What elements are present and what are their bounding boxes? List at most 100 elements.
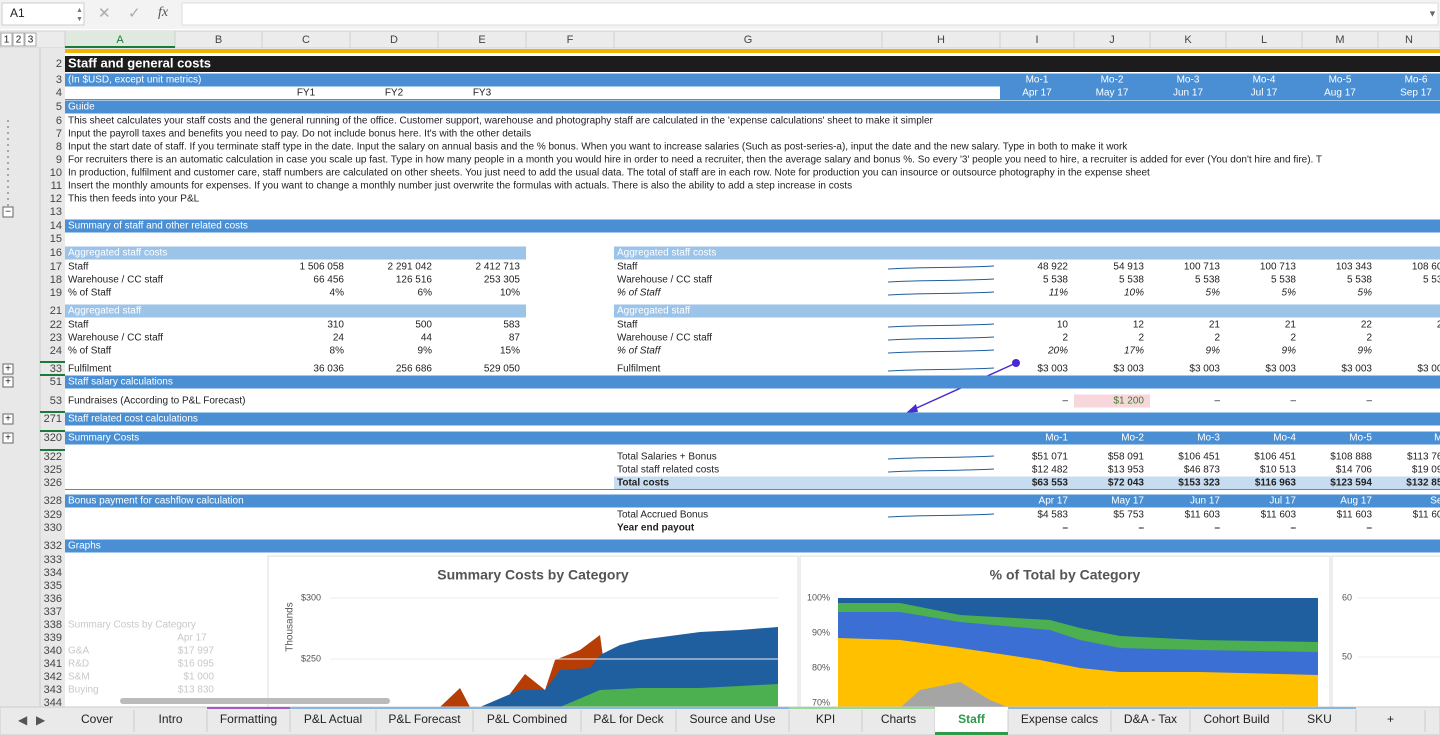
cell: % of Staff: [68, 288, 111, 299]
spin-down: ▼: [76, 16, 83, 23]
row-number: 322: [44, 451, 62, 463]
prev-sheet[interactable]: ◀: [18, 713, 28, 727]
column-header: B: [215, 34, 222, 46]
fx-label[interactable]: fx: [158, 5, 169, 20]
cell: –: [1366, 523, 1372, 534]
axis-tick-label: 80%: [812, 662, 830, 672]
row-number: 18: [50, 274, 62, 286]
cell: $108 888: [1330, 452, 1372, 463]
cell: $113 763: [1407, 452, 1440, 463]
sheet-grid: 2 Staff and general costs 3 (In $USD, excep…: [40, 55, 1440, 709]
collapse-sign: −: [5, 207, 11, 218]
row-number: 51: [50, 376, 62, 388]
ghost-header: Apr 17: [177, 633, 207, 644]
cell: $11 603: [1185, 510, 1221, 521]
expand-button[interactable]: [2, 432, 14, 444]
row-number: 16: [50, 247, 62, 259]
title-band: [65, 56, 1440, 72]
expand-button[interactable]: [2, 413, 14, 425]
cell: $3 003: [1265, 364, 1296, 375]
cell: Mo: [1434, 433, 1440, 444]
sheet-tab-label: Formatting: [220, 712, 277, 726]
outline-level-button[interactable]: [12, 32, 25, 47]
cell: 87: [509, 333, 521, 344]
row-number: 336: [44, 593, 62, 605]
cell: 2 291 042: [388, 262, 433, 273]
sparkline: [887, 278, 995, 283]
cell: Aug 17: [1340, 496, 1372, 507]
row-number: 10: [50, 167, 62, 179]
expand-button[interactable]: [2, 376, 14, 388]
cell: –: [1062, 523, 1068, 534]
sub-band: [614, 304, 1440, 318]
cell: 10: [1057, 320, 1069, 331]
cell: 500: [415, 320, 432, 331]
next-sheet[interactable]: ▶: [36, 713, 46, 727]
collapse-button[interactable]: [2, 206, 14, 218]
cell: Mo-1: [1045, 433, 1068, 444]
cell: –: [1214, 396, 1220, 407]
expand-buttons: + + + +: [2, 363, 14, 444]
cell: Warehouse / CC staff: [617, 275, 712, 286]
section-band: [65, 539, 1440, 553]
expand-button[interactable]: [2, 363, 14, 375]
cell: Total costs: [617, 478, 669, 489]
ghost-value: $16 095: [178, 659, 215, 670]
cell: 2: [1290, 333, 1296, 344]
selected-column-header: [65, 31, 175, 48]
sheet-tab-label: KPI: [816, 712, 835, 726]
cell: $116 963: [1255, 478, 1297, 489]
ghost-label: R&D: [68, 659, 89, 670]
ghost-value: $1 000: [183, 672, 214, 683]
cell: –: [1290, 523, 1296, 534]
cell: Staff related cost calculations: [68, 414, 198, 425]
cell: $3 003: [1037, 364, 1068, 375]
axis-tick-label: 60: [1342, 592, 1352, 602]
cell: $3 003: [1341, 364, 1372, 375]
formula-input[interactable]: [181, 2, 1439, 26]
expand-sign: +: [5, 377, 11, 388]
tab-color: [290, 707, 676, 709]
top-accent: [65, 49, 1440, 53]
cell: 5%: [1358, 288, 1373, 299]
horizontal-scrollbar[interactable]: [120, 698, 390, 704]
cell: 24: [1437, 320, 1440, 331]
cell: Bonus payment for cashflow calculation: [68, 496, 244, 507]
outline-level-button[interactable]: [0, 32, 13, 47]
cell: 5 538: [1423, 275, 1440, 286]
cell: % of Staff: [68, 346, 111, 357]
confirm-icon[interactable]: ✓: [128, 5, 141, 22]
expand-icon[interactable]: ▼: [1428, 8, 1437, 18]
total-band: [614, 476, 1440, 490]
outline-level-button[interactable]: [24, 32, 37, 47]
cancel-icon[interactable]: ✕: [98, 5, 111, 22]
tab-color: [207, 707, 290, 709]
row-number: 8: [56, 141, 62, 153]
cell: $3 003: [1189, 364, 1220, 375]
row-number: 13: [50, 206, 62, 218]
active-tab[interactable]: [935, 707, 1008, 735]
column-header: E: [478, 34, 485, 46]
cell: $3 003: [1113, 364, 1144, 375]
cell: $123 594: [1330, 478, 1372, 489]
cell: Mo-5: [1329, 75, 1352, 86]
row-number: 330: [44, 522, 62, 534]
cell: –: [1366, 396, 1372, 407]
cell: Graphs: [68, 541, 101, 552]
cell: Warehouse / CC staff: [68, 333, 163, 344]
sub-band: [65, 304, 526, 318]
cell: 66 456: [313, 275, 344, 286]
sparkline: [887, 455, 995, 460]
cell: $12 482: [1032, 465, 1069, 476]
tab-color: [789, 707, 935, 709]
sub-band: [614, 246, 1440, 260]
sparkline: [887, 265, 995, 270]
cell: Mo-3: [1177, 75, 1200, 86]
row-number: 341: [44, 658, 62, 670]
sparkline: [887, 336, 995, 341]
name-box[interactable]: [1, 2, 85, 26]
cell: $19 092: [1412, 465, 1440, 476]
cell: 4%: [330, 288, 345, 299]
sparkline: [887, 291, 995, 296]
